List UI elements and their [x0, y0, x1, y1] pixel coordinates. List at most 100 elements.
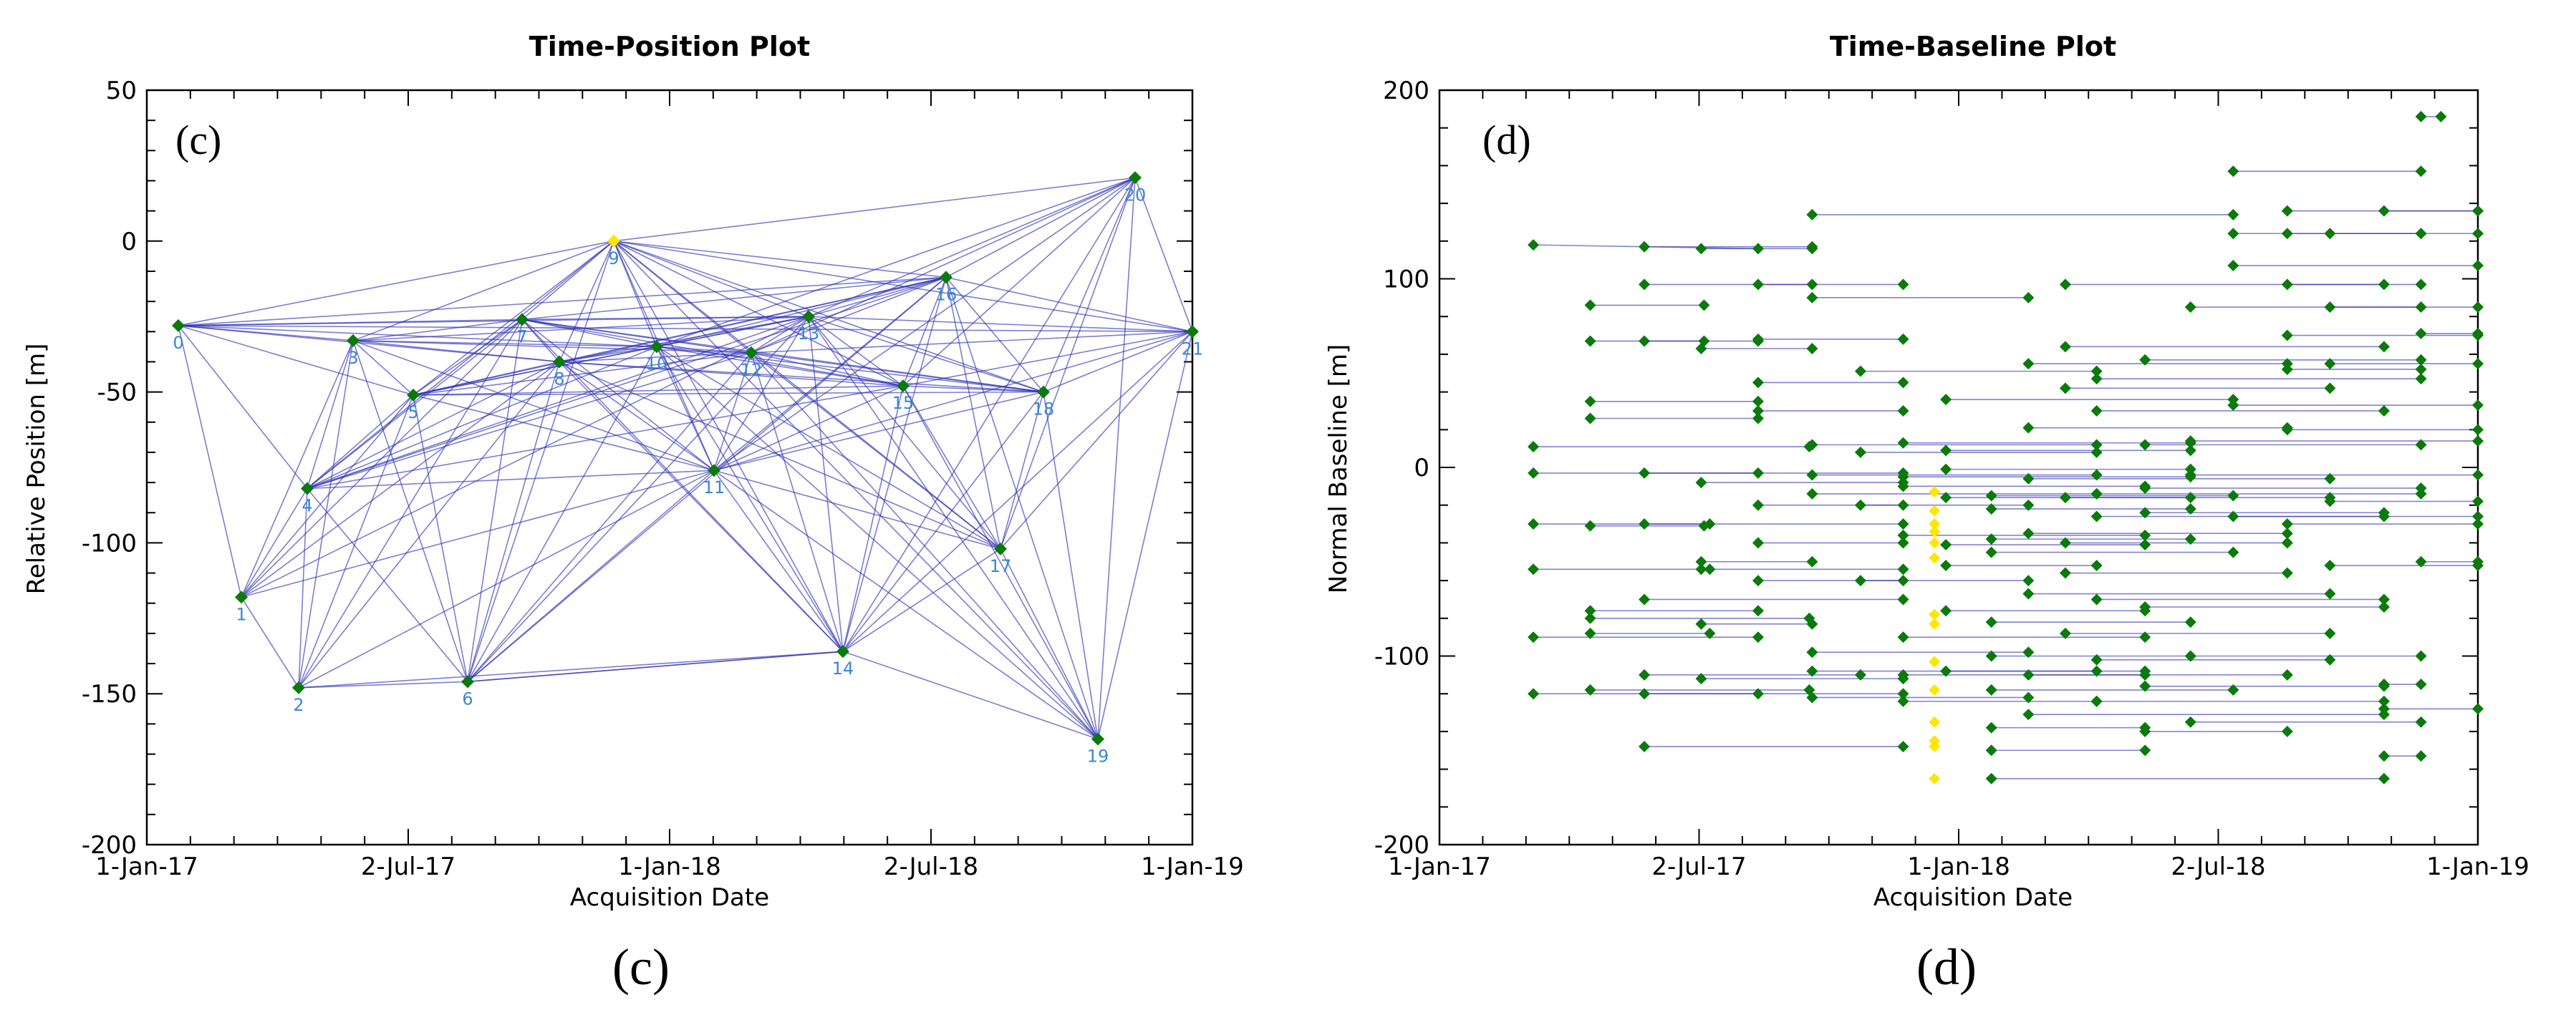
node-marker — [2378, 507, 2390, 519]
edge-line — [413, 394, 715, 471]
node-marker — [2415, 716, 2427, 728]
node-marker — [1940, 445, 1952, 457]
edge-line — [902, 277, 947, 387]
node-marker — [1528, 467, 1540, 479]
edge-line — [298, 488, 308, 688]
x-axis-label-d: Acquisition Date — [1873, 883, 2073, 912]
edge-line — [178, 241, 614, 326]
node-marker — [2378, 695, 2390, 707]
edge-line — [521, 319, 715, 471]
chart-title-d: Time-Baseline Plot — [1830, 31, 2116, 62]
edge-line — [307, 316, 809, 490]
edge-line — [467, 276, 947, 682]
reference-node-marker — [1929, 486, 1941, 498]
node-marker — [1897, 695, 1909, 707]
edge-line — [298, 394, 414, 689]
node-marker — [1940, 605, 1952, 617]
node-marker — [2022, 669, 2035, 681]
node-marker — [2022, 575, 2035, 587]
node-marker — [1897, 499, 1909, 511]
node-marker — [1897, 563, 1909, 576]
node-marker — [2139, 507, 2151, 519]
node-marker — [2139, 482, 2151, 494]
node-marker — [2324, 301, 2336, 314]
node-marker — [2090, 487, 2103, 500]
node-marker — [407, 388, 420, 402]
node-marker — [2324, 627, 2336, 639]
node-marker — [2472, 518, 2484, 530]
edge-line — [559, 361, 1044, 393]
c-y-tick-label: -50 — [97, 379, 137, 407]
reference-node-marker — [1929, 608, 1941, 621]
node-marker — [2378, 205, 2390, 217]
c-x-tick-label: 2-Jul-18 — [884, 853, 978, 881]
node-marker — [745, 346, 758, 359]
node-marker — [2281, 363, 2293, 375]
edge-line — [467, 361, 560, 682]
node-marker — [1806, 691, 1818, 704]
node-marker — [1897, 437, 1909, 449]
node-marker — [2022, 472, 2035, 485]
node-marker — [2184, 492, 2196, 504]
node-marker — [1639, 335, 1651, 347]
edge-line — [241, 596, 299, 689]
edge-line — [713, 316, 809, 471]
edge-line — [751, 276, 947, 354]
edge-line — [559, 361, 844, 652]
node-marker — [1752, 333, 1764, 345]
edge-line — [656, 346, 1044, 393]
edge-line — [656, 346, 715, 471]
node-marker — [1897, 480, 1909, 492]
time-position-plot: Time-Position Plot 012345678910111213141… — [22, 31, 1244, 996]
node-label: 15 — [892, 393, 915, 413]
c-x-tick-label: 1-Jan-18 — [618, 853, 721, 881]
d-x-tick-label: 2-Jul-17 — [1651, 853, 1746, 881]
node-marker — [1806, 208, 1818, 220]
edge-line — [307, 352, 752, 490]
node-marker — [2184, 445, 2196, 457]
node-marker — [2090, 373, 2103, 385]
edge-line — [521, 319, 657, 348]
edge-line — [413, 241, 614, 396]
node-marker — [1704, 563, 1716, 576]
node-marker — [1940, 463, 1952, 475]
node-marker — [2435, 110, 2447, 122]
node-marker — [2139, 665, 2151, 677]
node-marker — [2090, 365, 2103, 377]
node-marker — [2022, 646, 2035, 659]
node-marker — [2415, 278, 2427, 291]
node-marker — [301, 482, 314, 495]
baseline-pairs-d — [1533, 116, 2478, 780]
edge-line — [307, 241, 614, 490]
panel-label-c: (c) — [175, 117, 221, 163]
edge-line — [945, 276, 1044, 393]
edge-line — [298, 361, 560, 689]
node-marker — [1584, 335, 1596, 347]
time-baseline-plot: Time-Baseline Plot 1-Jan-17 2-Jul-17 1-Jan… — [1324, 31, 2529, 996]
edge-line — [656, 316, 809, 348]
node-marker — [2090, 510, 2103, 523]
node-marker — [2472, 399, 2484, 412]
edge-line — [352, 340, 414, 396]
d-y-tick-label: -100 — [1374, 643, 1429, 671]
edge-line — [1000, 177, 1136, 550]
node-marker — [2324, 588, 2336, 600]
edge-line — [613, 241, 1193, 333]
node-marker — [2415, 373, 2427, 385]
node-marker — [1854, 499, 1866, 511]
node-marker — [2378, 703, 2390, 715]
edge-line — [842, 331, 1193, 652]
reference-node-marker — [1929, 656, 1941, 668]
reference-node-marker — [1929, 684, 1941, 696]
edge-line — [808, 316, 1044, 393]
node-marker — [1854, 365, 1866, 377]
node-marker — [1985, 616, 1997, 628]
node-marker — [1695, 618, 1707, 630]
node-marker — [1985, 772, 1997, 785]
node-label: 12 — [741, 360, 763, 380]
node-marker — [708, 464, 720, 477]
node-marker — [2415, 327, 2427, 339]
node-marker — [2139, 725, 2151, 737]
node-marker — [2281, 725, 2293, 737]
